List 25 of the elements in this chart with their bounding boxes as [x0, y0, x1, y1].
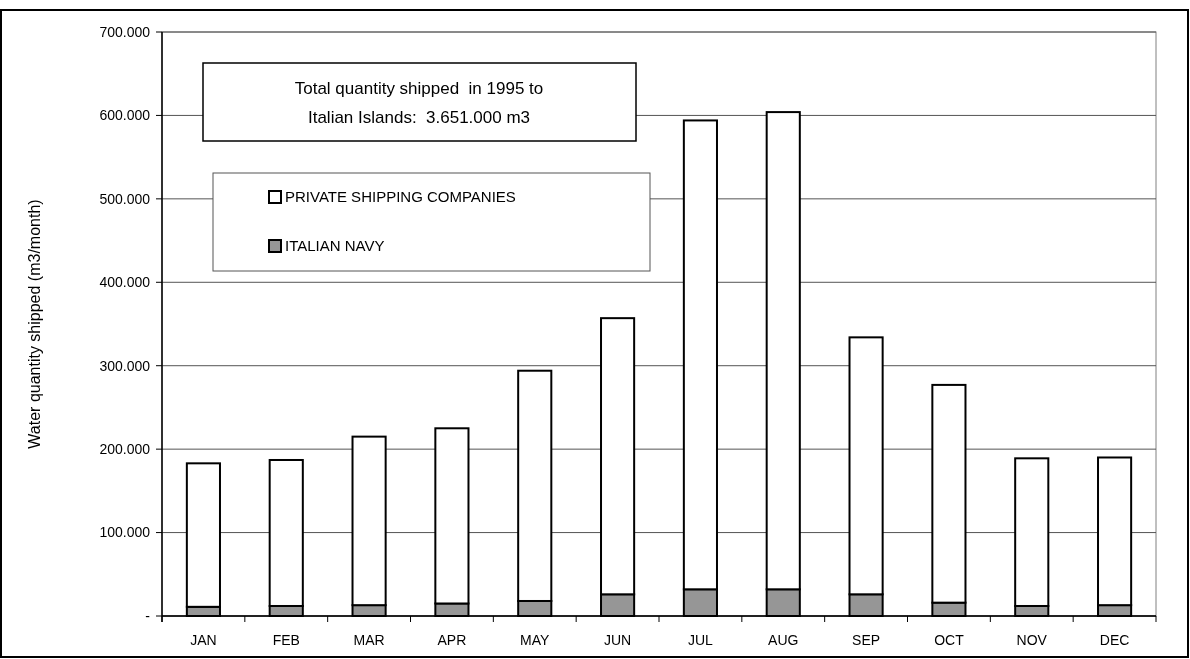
legend-label: PRIVATE SHIPPING COMPANIES	[285, 188, 516, 206]
y-tick-label: 600.000	[99, 107, 151, 124]
y-axis-title: Water quantity shipped (m3/month)	[26, 199, 43, 449]
y-tick-label: 500.000	[99, 190, 151, 207]
x-tick-label: SEP	[852, 632, 881, 648]
x-tick-label: JUN	[603, 632, 632, 648]
y-tick-label: 700.000	[99, 23, 151, 40]
y-tick-label: -	[145, 607, 151, 624]
x-tick-label: AUG	[768, 632, 799, 648]
x-tick-label: JUL	[687, 632, 714, 648]
x-tick-label: DEC	[1099, 632, 1130, 648]
x-tick-label: NOV	[1016, 632, 1048, 648]
x-tick-label: MAY	[520, 632, 551, 648]
note-box: Total quantity shipped in 1995 to Italian Islands: 3.651.000 m3	[202, 62, 637, 142]
x-tick-label: APR	[437, 632, 467, 648]
x-tick-label: JAN	[190, 632, 217, 648]
x-tick-label: FEB	[272, 632, 300, 648]
y-tick-label: 300.000	[99, 357, 151, 374]
y-tick-label: 200.000	[99, 441, 151, 458]
x-tick-label: MAR	[353, 632, 385, 648]
annotation: Total quantity shipped in 1995 to Italian Islands: 3.651.000 m3	[294, 78, 544, 127]
y-tick-label: 100.000	[99, 524, 151, 541]
x-tick-label: OCT	[934, 632, 965, 648]
legend-label: ITALIAN NAVY	[285, 237, 385, 255]
y-tick-label: 400.000	[99, 274, 151, 291]
